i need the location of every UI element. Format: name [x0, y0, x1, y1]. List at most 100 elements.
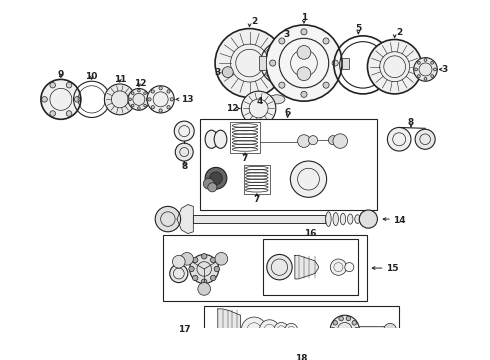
Circle shape: [181, 252, 194, 265]
Circle shape: [266, 25, 342, 101]
Text: 13: 13: [181, 95, 193, 104]
Circle shape: [330, 315, 359, 344]
Circle shape: [170, 98, 173, 101]
Circle shape: [345, 263, 354, 272]
Circle shape: [193, 257, 198, 263]
Bar: [263, 239, 358, 295]
Circle shape: [151, 105, 154, 109]
Circle shape: [354, 328, 359, 332]
Circle shape: [414, 58, 437, 81]
Circle shape: [431, 61, 434, 64]
Circle shape: [205, 167, 227, 189]
Text: 12: 12: [134, 80, 147, 89]
Circle shape: [297, 165, 301, 169]
Circle shape: [175, 143, 193, 161]
Circle shape: [270, 60, 276, 66]
Circle shape: [310, 192, 314, 197]
Circle shape: [274, 323, 289, 337]
Circle shape: [297, 189, 301, 193]
Circle shape: [222, 67, 233, 78]
Text: 7: 7: [242, 154, 248, 163]
Bar: [244, 165, 270, 194]
Circle shape: [346, 339, 351, 343]
Circle shape: [415, 68, 417, 71]
Circle shape: [293, 184, 297, 188]
Circle shape: [167, 105, 170, 109]
Circle shape: [242, 317, 267, 342]
Circle shape: [320, 170, 324, 175]
Circle shape: [242, 91, 276, 126]
Circle shape: [215, 28, 284, 98]
Circle shape: [431, 75, 434, 77]
Circle shape: [297, 135, 310, 148]
Bar: [259, 56, 266, 70]
Text: 3: 3: [214, 68, 220, 77]
Text: 6: 6: [285, 108, 291, 117]
Circle shape: [210, 257, 216, 263]
Circle shape: [316, 189, 320, 193]
Bar: [204, 306, 399, 353]
Circle shape: [201, 279, 207, 284]
Circle shape: [159, 109, 162, 112]
Circle shape: [285, 323, 297, 336]
Circle shape: [301, 29, 307, 35]
Circle shape: [434, 68, 437, 71]
Circle shape: [201, 253, 207, 259]
Bar: [359, 326, 387, 333]
Polygon shape: [177, 204, 193, 234]
Text: 4: 4: [257, 97, 263, 106]
Text: 11: 11: [114, 75, 126, 84]
Circle shape: [144, 92, 147, 95]
Ellipse shape: [347, 214, 353, 224]
Circle shape: [66, 111, 72, 116]
Circle shape: [172, 255, 185, 268]
Text: 10: 10: [86, 72, 98, 81]
Circle shape: [148, 98, 151, 101]
Circle shape: [339, 316, 343, 321]
Circle shape: [151, 90, 154, 93]
Text: 12: 12: [226, 104, 239, 113]
Text: 7: 7: [254, 195, 260, 204]
Circle shape: [260, 320, 279, 340]
Circle shape: [424, 77, 427, 80]
Text: 18: 18: [295, 354, 308, 360]
Circle shape: [279, 38, 285, 44]
Circle shape: [320, 184, 324, 188]
Circle shape: [193, 275, 198, 281]
Circle shape: [147, 98, 149, 101]
Circle shape: [159, 86, 162, 90]
Circle shape: [291, 161, 327, 197]
Bar: [193, 215, 325, 223]
Circle shape: [303, 162, 307, 166]
Text: 5: 5: [355, 24, 362, 33]
Circle shape: [210, 275, 216, 281]
Circle shape: [170, 265, 188, 283]
Circle shape: [267, 255, 292, 280]
Ellipse shape: [326, 212, 331, 226]
Circle shape: [301, 91, 307, 97]
Circle shape: [189, 266, 194, 272]
Circle shape: [144, 104, 147, 107]
Circle shape: [332, 60, 338, 66]
Circle shape: [291, 177, 295, 181]
Circle shape: [50, 82, 55, 88]
Ellipse shape: [340, 213, 345, 225]
Circle shape: [415, 129, 435, 149]
Circle shape: [346, 316, 351, 321]
Circle shape: [333, 320, 338, 325]
Circle shape: [352, 320, 357, 325]
Circle shape: [323, 82, 329, 88]
Circle shape: [42, 96, 48, 102]
Circle shape: [66, 82, 72, 88]
Circle shape: [417, 61, 420, 64]
Circle shape: [309, 136, 318, 145]
Circle shape: [131, 104, 134, 107]
Circle shape: [297, 46, 311, 59]
Ellipse shape: [333, 212, 339, 226]
Circle shape: [384, 323, 396, 336]
Bar: [230, 122, 260, 153]
Circle shape: [388, 127, 411, 151]
Circle shape: [293, 170, 297, 175]
Circle shape: [50, 111, 55, 116]
Circle shape: [208, 183, 217, 192]
